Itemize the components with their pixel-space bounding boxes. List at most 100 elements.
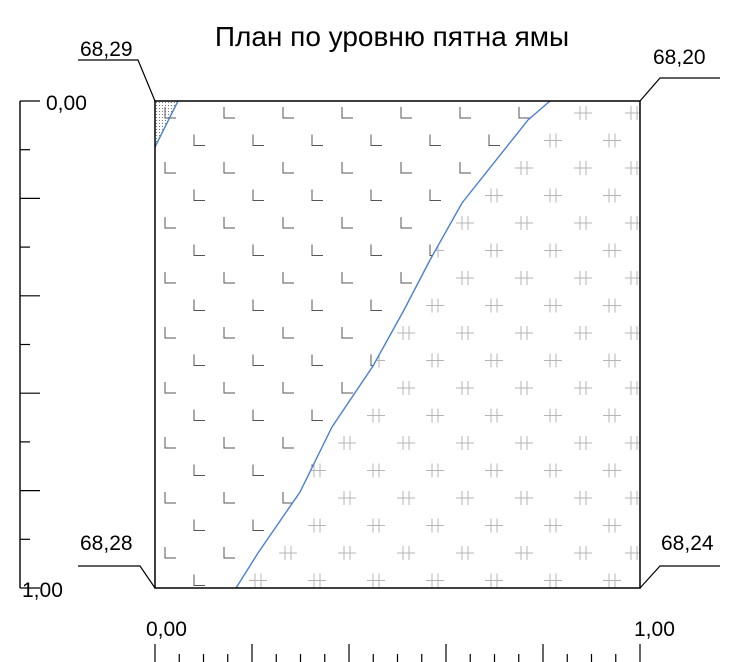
- corner-bottom-left-leader: [78, 565, 156, 589]
- hatch-corner-symbol: [459, 162, 471, 174]
- hatch-corner-symbol: [518, 107, 530, 119]
- hatch-double-cross-symbol: [515, 491, 533, 505]
- hatch-corner-symbol: [252, 519, 264, 531]
- hatch-double-cross-symbol: [544, 188, 562, 203]
- hatch-corner-symbol: [341, 162, 353, 174]
- hatch-corner-symbol: [341, 382, 353, 394]
- hatch-double-cross-symbol: [426, 573, 444, 588]
- hatch-corner-symbol: [193, 189, 205, 201]
- hatch-double-cross-symbol: [574, 546, 592, 560]
- hatch-double-cross-symbol: [485, 408, 503, 423]
- hatch-corner-symbol: [223, 382, 235, 394]
- hatch-double-cross-symbol: [574, 436, 592, 450]
- hatch-corner-symbol: [223, 327, 235, 339]
- hatch-corner-symbol: [282, 437, 294, 449]
- hatch-double-cross-symbol: [574, 271, 592, 285]
- hatch-double-cross-symbol: [544, 353, 562, 368]
- hatch-corner-symbol: [282, 492, 294, 504]
- hatch-double-cross-symbol: [603, 573, 621, 588]
- hatch-corner-symbol: [282, 217, 294, 229]
- hatch-double-cross-symbol: [485, 298, 503, 313]
- hatch-corner-symbol: [164, 327, 176, 339]
- hatch-corner-symbol: [311, 189, 323, 201]
- hatch-corner-symbol: [223, 437, 235, 449]
- left-scale-bottom-label: 1,00: [22, 579, 63, 602]
- hatch-double-cross-symbol: [625, 216, 640, 230]
- hatch-corner-symbol: [252, 189, 264, 201]
- hatch-double-cross-symbol: [544, 573, 562, 588]
- hatch-double-cross-symbol: [515, 216, 533, 230]
- hatch-corner-symbol: [193, 409, 205, 421]
- hatch-double-cross-symbol: [625, 161, 640, 175]
- hatch-double-cross-symbol: [544, 243, 562, 258]
- hatch-double-cross-symbol: [397, 546, 415, 560]
- bottom-scale: 0,00 1,00: [146, 618, 675, 662]
- hatch-double-cross-symbol: [515, 381, 533, 395]
- hatch-double-cross-symbol: [426, 463, 444, 478]
- hatch-double-cross-symbol: [338, 546, 356, 560]
- hatch-double-cross-symbol: [544, 133, 562, 148]
- hatch-double-cross-symbol: [515, 546, 533, 560]
- hatch-double-cross-symbol: [367, 573, 385, 588]
- corner-top-right-label: 68,20: [653, 46, 706, 69]
- hatch-double-cross-symbol: [397, 326, 415, 340]
- hatch-double-cross-symbol: [603, 408, 621, 423]
- hatch-corner-symbol: [311, 354, 323, 366]
- hatch-double-cross-symbol: [625, 546, 640, 560]
- hatch-area-double-cross-symbols: [236, 106, 640, 588]
- left-scale-top-label: 0,00: [46, 92, 87, 115]
- hatch-double-cross-symbol: [544, 408, 562, 423]
- hatch-corner-symbol: [400, 107, 412, 119]
- layer-boundary-line: [235, 100, 551, 589]
- hatch-corner-symbol: [223, 162, 235, 174]
- hatch-double-cross-symbol: [515, 436, 533, 450]
- hatch-double-cross-symbol: [426, 298, 444, 313]
- hatch-corner-symbol: [223, 492, 235, 504]
- hatch-double-cross-symbol: [574, 491, 592, 505]
- hatch-double-cross-symbol: [426, 353, 444, 368]
- corner-bottom-right: 68,24: [639, 532, 720, 589]
- hatch-corner-symbol: [282, 382, 294, 394]
- hatch-double-cross-symbol: [338, 491, 356, 505]
- hatch-double-cross-symbol: [367, 518, 385, 533]
- hatch-double-cross-symbol: [574, 216, 592, 230]
- hatch-double-cross-symbol: [485, 243, 503, 258]
- hatch-double-cross-symbol: [485, 188, 503, 203]
- hatch-double-cross-symbol: [574, 326, 592, 340]
- hatch-corner-symbol: [164, 272, 176, 284]
- hatch-corner-symbol: [223, 272, 235, 284]
- hatch-corner-symbol: [311, 409, 323, 421]
- corner-top-right: 68,20: [639, 46, 720, 102]
- hatch-corner-symbol: [193, 574, 205, 586]
- hatch-double-cross-symbol: [603, 133, 621, 148]
- bottom-scale-left-label: 0,00: [146, 618, 187, 641]
- hatch-corner-symbol: [193, 354, 205, 366]
- hatch-corner-symbol: [164, 382, 176, 394]
- corner-top-left: 68,29: [78, 38, 156, 102]
- hatch-double-cross-symbol: [544, 298, 562, 313]
- hatch-double-cross-symbol: [456, 491, 474, 505]
- hatch-corner-symbol: [252, 409, 264, 421]
- hatch-double-cross-symbol: [308, 573, 326, 588]
- hatch-double-cross-symbol: [485, 518, 503, 533]
- hatch-corner-symbol: [164, 217, 176, 229]
- hatch-corner-symbol: [193, 244, 205, 256]
- hatch-corner-symbol: [252, 244, 264, 256]
- hatch-corner-symbol: [164, 547, 176, 559]
- hatch-double-cross-symbol: [544, 518, 562, 533]
- hatch-corner-symbol: [223, 547, 235, 559]
- hatch-double-cross-symbol: [367, 463, 385, 478]
- hatch-corner-symbol: [400, 217, 412, 229]
- hatch-corner-symbol: [282, 327, 294, 339]
- hatch-corner-symbol: [400, 162, 412, 174]
- hatch-double-cross-symbol: [456, 381, 474, 395]
- hatch-corner-symbol: [488, 134, 500, 146]
- hatch-corner-symbol: [370, 244, 382, 256]
- hatch-double-cross-symbol: [397, 491, 415, 505]
- hatch-double-cross-symbol: [603, 298, 621, 313]
- hatch-double-cross-symbol: [603, 353, 621, 368]
- hatch-double-cross-symbol: [515, 161, 533, 175]
- hatch-corner-symbol: [252, 134, 264, 146]
- hatch-double-cross-symbol: [456, 436, 474, 450]
- hatch-corner-symbol: [311, 244, 323, 256]
